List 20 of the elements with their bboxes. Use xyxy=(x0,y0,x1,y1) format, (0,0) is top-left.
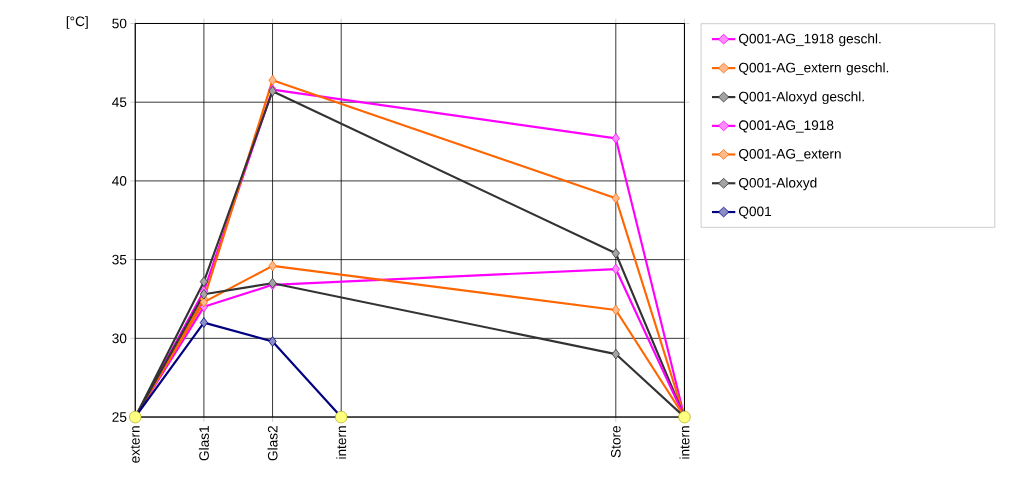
legend-label: Q001 xyxy=(738,206,772,219)
x-tick-label: extern xyxy=(130,426,140,463)
y-tick-label: 50 xyxy=(112,18,127,29)
x-tick-label: Glas2 xyxy=(267,425,278,461)
legend-label: Q001-AG_1918 geschl. xyxy=(738,33,881,47)
y-axis-title: [°C] xyxy=(66,15,88,29)
x-tick-label: intern xyxy=(336,426,347,459)
y-tick-label: 40 xyxy=(112,175,127,186)
x-tick-label: Glas1 xyxy=(198,425,209,461)
y-tick-label: 45 xyxy=(112,97,127,107)
legend-label: Q001-AG_1918 xyxy=(738,120,834,133)
x-tick-label: intern xyxy=(679,426,690,459)
y-tick-label: 35 xyxy=(112,254,127,265)
legend-label: Q001-AG_extern xyxy=(738,148,841,162)
legend-label: Q001-AG_extern geschl. xyxy=(738,62,889,75)
y-tick-label: 30 xyxy=(112,333,127,343)
y-tick-label: 25 xyxy=(112,412,127,422)
legend-label: Q001-Aloxyd geschl. xyxy=(738,91,864,104)
x-tick-label: Store xyxy=(610,425,621,458)
legend-label: Q001-Aloxyd xyxy=(738,177,817,191)
